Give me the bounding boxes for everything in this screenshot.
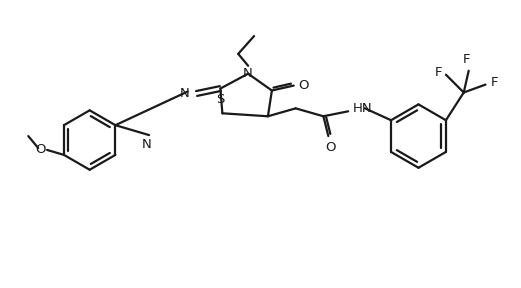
Text: F: F (435, 66, 442, 79)
Text: N: N (180, 87, 190, 100)
Text: S: S (216, 93, 225, 106)
Text: F: F (463, 53, 470, 66)
Text: N: N (142, 138, 152, 151)
Text: O: O (299, 79, 309, 92)
Text: O: O (35, 143, 46, 156)
Text: O: O (325, 141, 336, 154)
Text: F: F (490, 76, 498, 89)
Text: HN: HN (353, 102, 373, 115)
Text: N: N (243, 67, 253, 80)
